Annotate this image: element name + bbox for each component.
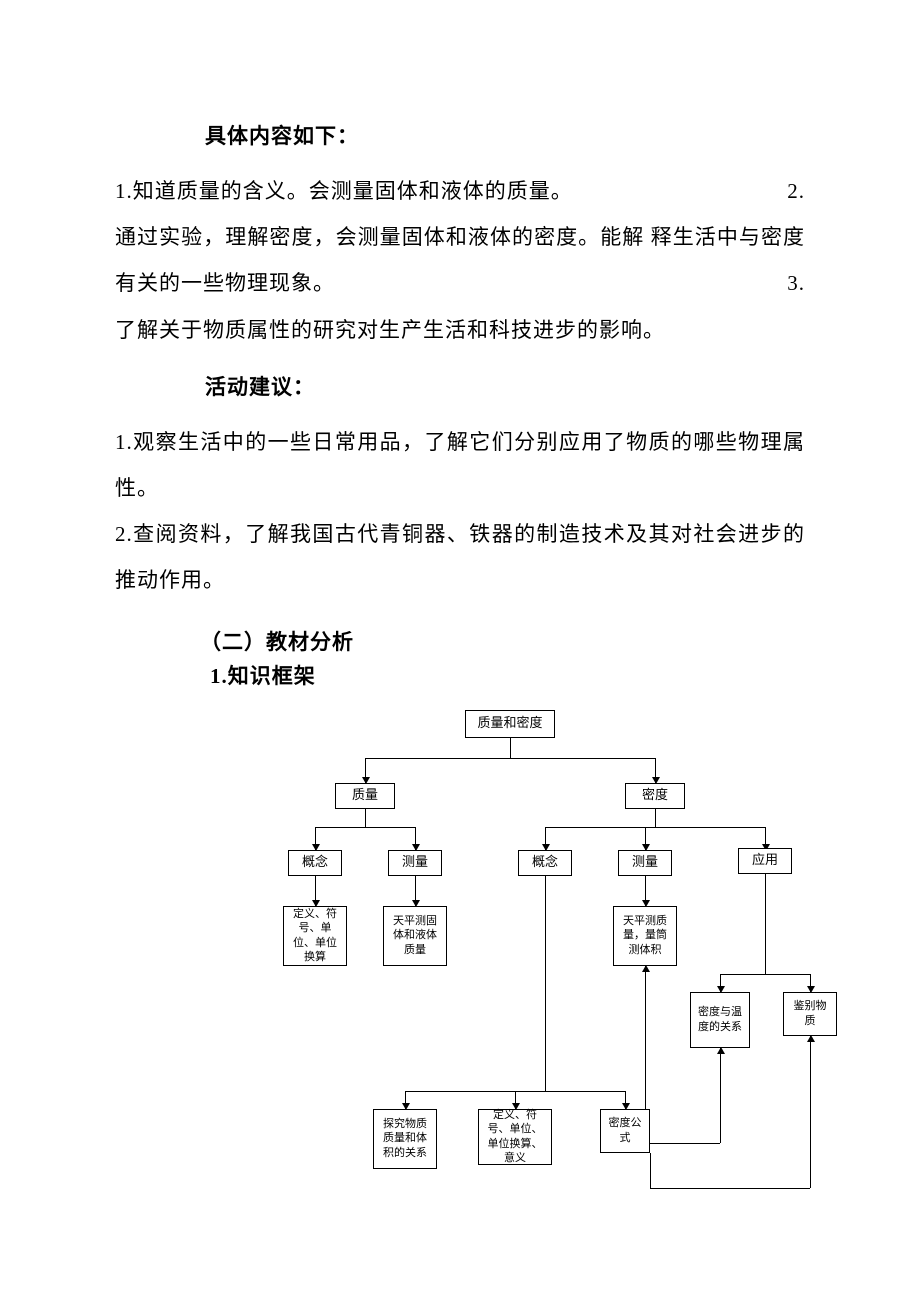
node-leaf1: 定义、符号、单位、单位换算 bbox=[283, 906, 347, 966]
activity-item-1: 1.观察生活中的一些日常用品，了解它们分别应用了物质的哪些物理属性。 bbox=[115, 419, 805, 511]
node-leaf5: 鉴别物质 bbox=[783, 992, 837, 1036]
activity-item-2: 2.查阅资料，了解我国古代青铜器、铁器的制造技术及其对社会进步的推动作用。 bbox=[115, 511, 805, 603]
content-item-2-num: 3. bbox=[787, 260, 805, 306]
node-root: 质量和密度 bbox=[465, 710, 555, 738]
node-density: 密度 bbox=[625, 783, 685, 809]
node-mass: 质量 bbox=[335, 783, 395, 809]
content-item-1: 1.知道质量的含义。会测量固体和液体的质量。 bbox=[115, 179, 573, 203]
content-paragraph-3: 了解关于物质属性的研究对生产生活和科技进步的影响。 bbox=[115, 307, 805, 353]
content-heading: 具体内容如下： bbox=[205, 120, 805, 150]
node-concept2: 概念 bbox=[518, 850, 572, 876]
activity-heading: 活动建议： bbox=[205, 371, 805, 401]
node-measure1: 测量 bbox=[388, 850, 442, 876]
node-bottom3: 密度公式 bbox=[600, 1109, 650, 1153]
content-paragraph-2: 通过实验，理解密度，会测量固体和液体的密度。能解 释生活中与密度有关的一些物理现… bbox=[115, 214, 805, 306]
node-bottom2: 定义、符号、单位、单位换算、意义 bbox=[478, 1109, 552, 1165]
sub-heading: 1.知识框架 bbox=[210, 660, 805, 690]
node-bottom1: 探究物质质量和体积的关系 bbox=[373, 1109, 437, 1169]
node-concept1: 概念 bbox=[288, 850, 342, 876]
node-measure2: 测量 bbox=[618, 850, 672, 876]
node-leaf2: 天平测固体和液体质量 bbox=[383, 906, 447, 966]
knowledge-diagram: 质量和密度 质量 密度 概念 测量 概念 测量 应用 定义、符号、单位、单位换算… bbox=[215, 710, 815, 1230]
node-application: 应用 bbox=[738, 848, 792, 874]
content-paragraph-1: 1.知道质量的含义。会测量固体和液体的质量。 2. bbox=[115, 168, 805, 214]
node-leaf4: 密度与温度的关系 bbox=[690, 992, 750, 1048]
content-item-2: 通过实验，理解密度，会测量固体和液体的密度。能解 释生活中与密度有关的一些物理现… bbox=[115, 225, 805, 295]
node-leaf3: 天平测质量，量筒测体积 bbox=[613, 906, 677, 966]
section-2-heading: （二）教材分析 bbox=[200, 626, 805, 656]
content-item-1-num: 2. bbox=[787, 168, 805, 214]
